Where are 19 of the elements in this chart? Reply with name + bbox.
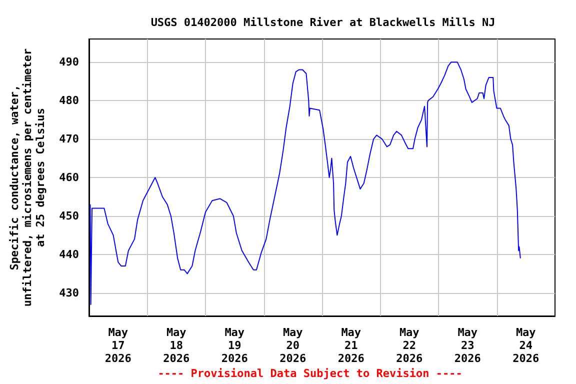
x-tick-label: May 22 2026 [396, 326, 423, 365]
y-tick-label: 460 [59, 171, 79, 184]
x-tick-label: May 24 2026 [512, 326, 540, 365]
x-tick-label: May 23 2026 [454, 326, 482, 365]
y-tick-label: 430 [59, 286, 79, 300]
y-tick-label: 490 [59, 56, 79, 69]
x-tick-label: May 18 2026 [163, 326, 190, 365]
x-tick-label: May 21 2026 [338, 326, 365, 365]
x-tick-label: May 19 2026 [221, 326, 248, 365]
line-series [90, 62, 521, 305]
chart-title: USGS 01402000 Millstone River at Blackwells Mills NJ [150, 16, 496, 29]
y-tick-label: 440 [59, 248, 79, 261]
text: ---- Provisional Data Subject to Revision ---- [158, 367, 462, 380]
y-tick-label: 470 [59, 132, 79, 146]
x-tick-label: May 17 2026 [104, 326, 132, 365]
y-tick-label: 450 [59, 209, 79, 222]
x-tick-label: May 20 2026 [280, 326, 306, 365]
y-tick-label: 480 [59, 94, 79, 108]
y-axis-title: Specific conductance, water, unfiltered, microsiemens per centimeter at 25 degrees Celsius [8, 48, 47, 307]
